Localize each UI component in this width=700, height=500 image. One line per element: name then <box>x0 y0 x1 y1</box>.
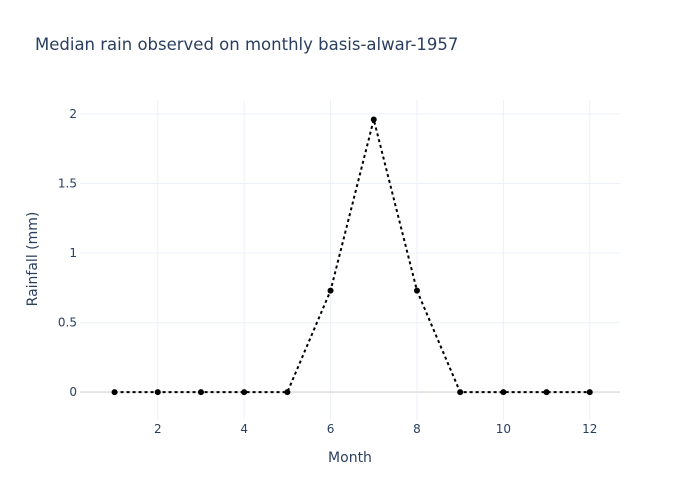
y-tick-label: 1.5 <box>58 176 77 190</box>
x-tick-label: 4 <box>240 422 248 436</box>
y-tick-label: 1 <box>69 246 77 260</box>
x-tick-label: 2 <box>154 422 162 436</box>
plot-area <box>111 116 593 396</box>
chart-title: Median rain observed on monthly basis-al… <box>35 35 458 54</box>
data-point <box>327 287 334 294</box>
x-gridlines <box>157 100 591 420</box>
y-tick-label: 0.5 <box>58 316 77 330</box>
series-line <box>114 119 590 394</box>
data-point <box>413 287 420 294</box>
x-tick-label: 10 <box>496 422 511 436</box>
data-point <box>586 389 593 396</box>
data-point <box>197 389 204 396</box>
data-point <box>500 389 507 396</box>
data-point <box>111 389 118 396</box>
data-point <box>241 389 248 396</box>
x-axis-title: Month <box>328 450 372 466</box>
x-tick-label: 6 <box>327 422 335 436</box>
y-tick-label: 2 <box>69 107 77 121</box>
data-point <box>284 389 291 396</box>
data-point <box>154 389 161 396</box>
x-axis-ticks: 2 4 6 8 10 12 <box>154 422 597 436</box>
y-axis-title: Rainfall (mm) <box>25 212 41 307</box>
y-gridlines <box>80 113 620 394</box>
data-point <box>457 389 464 396</box>
y-tick-label: 0 <box>69 385 77 399</box>
data-point <box>543 389 550 396</box>
y-axis-ticks: 0 0.5 1 1.5 2 <box>58 107 77 399</box>
x-tick-label: 12 <box>582 422 597 436</box>
data-point <box>370 116 377 123</box>
x-tick-label: 8 <box>413 422 421 436</box>
